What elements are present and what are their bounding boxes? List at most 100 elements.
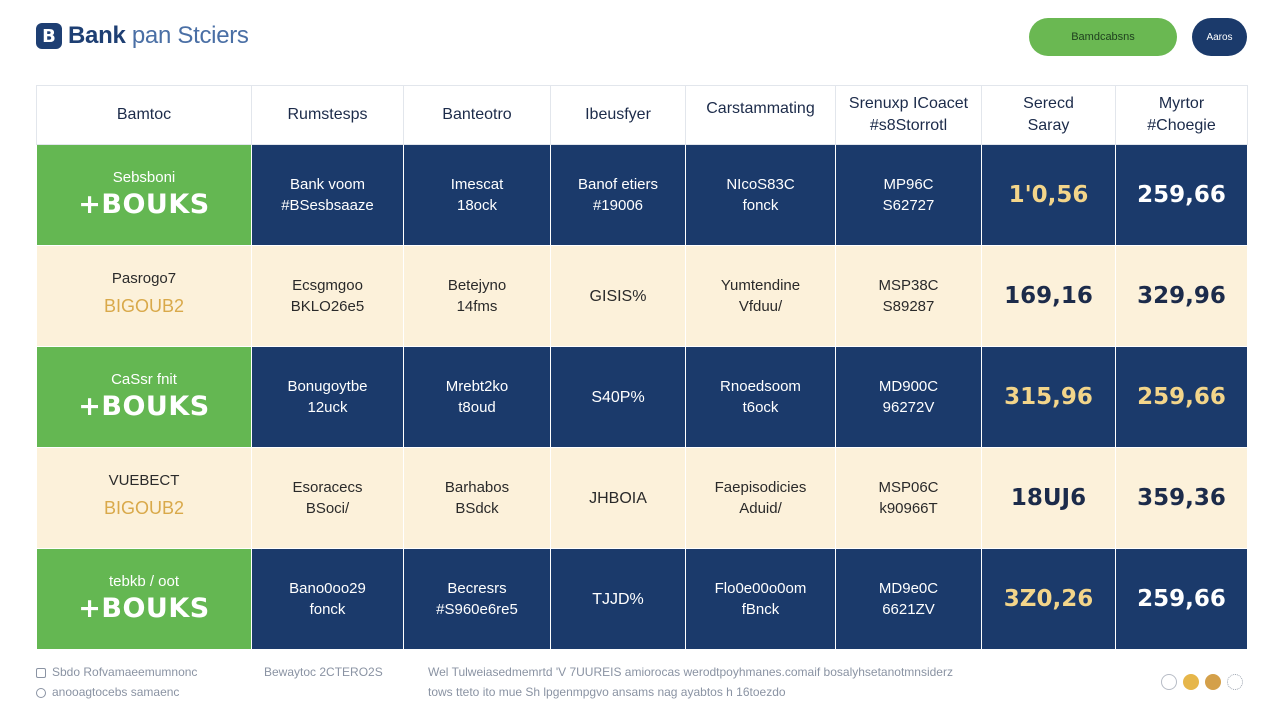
value-primary: 315,96	[1004, 384, 1093, 410]
column-header[interactable]: Myrtor #Choegie	[1115, 85, 1248, 145]
table-cell: Bano0oo29 fonck	[251, 548, 404, 650]
cell-line: MSP06C	[878, 479, 939, 496]
table-cell: MD9e0C 6621ZV	[835, 548, 982, 650]
column-header[interactable]: Rumstesps	[251, 85, 404, 145]
footer-col-2: Bewaytoc 2CTERO2S	[264, 662, 383, 682]
settings-icon[interactable]	[36, 687, 46, 698]
cell-line: MP96C	[883, 176, 934, 193]
footer-col-1: Sbdo Rofvamaeemumnonc anooagtocebs samae…	[36, 662, 197, 702]
brand-name: Bank pan Stciers	[68, 22, 249, 50]
column-header-line1: Srenuxp ICoacet	[848, 95, 969, 112]
column-header[interactable]: Ibeusfyer	[550, 85, 686, 145]
row-tag-cell: Sebsboni +BOUKS	[36, 144, 252, 246]
row-tag-title: BIGOUB2	[103, 296, 185, 316]
value-cell: 3Z0,26	[981, 548, 1116, 650]
cell-line: Bonugoytbe	[287, 378, 368, 395]
logo-mark-icon: B	[36, 23, 62, 49]
table-row[interactable]: Sebsboni +BOUKS Bank voom #BSesbsaaze Ime…	[36, 144, 1248, 246]
cell-line: Mrebt2ko	[445, 378, 509, 395]
table-row[interactable]: tebkb / oot +BOUKS Bano0oo29 fonck Becres…	[36, 548, 1248, 650]
cell-line: S62727	[882, 197, 935, 214]
table-row[interactable]: VUEBECT BIGOUB2 Esoracecs BSoci/ Barhabos…	[36, 447, 1248, 549]
cell-line: Becresrs	[447, 580, 507, 597]
row-tag-title: +BOUKS	[78, 391, 210, 422]
column-header-line1: Ibeusfyer	[585, 106, 651, 123]
footer-text: Bewaytoc 2CTERO2S	[264, 665, 383, 679]
table-cell: Becresrs #S960e6re5	[403, 548, 551, 650]
cell-line: BKLO26e5	[290, 298, 365, 315]
table-cell: Banof etiers #19006	[550, 144, 686, 246]
cell-line: TJJD%	[592, 590, 644, 608]
column-header[interactable]: Banteotro	[403, 85, 551, 145]
table-cell: Flo0e00o0om fBnck	[685, 548, 836, 650]
cell-line: Bano0oo29	[289, 580, 366, 597]
table-cell: NIcoS83C fonck	[685, 144, 836, 246]
app-header: B Bank pan Stciers Bamdcabsns Aaros	[0, 0, 1280, 76]
cell-line: JHBOIA	[589, 489, 647, 507]
cell-line: Vfduu/	[738, 298, 783, 315]
table-cell: GISIS%	[550, 245, 686, 347]
refresh-icon[interactable]	[1161, 674, 1177, 690]
cell-line: 96272V	[882, 399, 935, 416]
column-header-line1: Myrtor	[1158, 95, 1205, 112]
table-cell: Mrebt2ko t8oud	[403, 346, 551, 448]
column-header-line1: Banteotro	[442, 106, 512, 123]
page-footer: Sbdo Rofvamaeemumnonc anooagtocebs samae…	[36, 662, 1247, 702]
cell-line: fBnck	[741, 601, 780, 618]
table-cell: MP96C S62727	[835, 144, 982, 246]
value-secondary: 259,66	[1137, 586, 1226, 612]
row-tag-title: BIGOUB2	[103, 498, 185, 518]
column-header[interactable]: Serecd Saray	[981, 85, 1116, 145]
cell-line: S40P%	[591, 388, 645, 406]
table-cell: MD900C 96272V	[835, 346, 982, 448]
cell-line: t6ock	[742, 399, 779, 416]
value-primary: 1'0,56	[1008, 182, 1089, 208]
value-secondary: 259,66	[1137, 182, 1226, 208]
column-header-line1: Rumstesps	[287, 106, 368, 123]
table-row[interactable]: Pasrogo7 BIGOUB2 Ecsgmgoo BKLO26e5 Betejy…	[36, 245, 1248, 347]
network-icon[interactable]	[1227, 674, 1243, 690]
minus-circle-icon[interactable]	[1205, 674, 1221, 690]
table-row[interactable]: CaSsr fnit +BOUKS Bonugoytbe 12uck Mrebt2…	[36, 346, 1248, 448]
value-cell: 329,96	[1115, 245, 1248, 347]
row-tag-label: Sebsboni	[112, 169, 176, 186]
row-tag-cell: VUEBECT BIGOUB2	[36, 447, 252, 549]
cell-line: t8oud	[458, 399, 496, 416]
table-header-row: Bamtoc Rumstesps Banteotro Ibeusfyer Car…	[36, 85, 1248, 145]
brand-logo[interactable]: B Bank pan Stciers	[36, 22, 249, 50]
cell-line: Barhabos	[444, 479, 510, 496]
value-secondary: 359,36	[1137, 485, 1226, 511]
value-secondary: 329,96	[1137, 283, 1226, 309]
table-cell: Betejyno 14fms	[403, 245, 551, 347]
coin-icon[interactable]	[1183, 674, 1199, 690]
cell-line: Ecsgmgoo	[292, 277, 363, 294]
value-secondary: 259,66	[1137, 384, 1226, 410]
row-tag-title: +BOUKS	[78, 593, 210, 624]
table-cell: MSP38C S89287	[835, 245, 982, 347]
table-cell: S40P%	[550, 346, 686, 448]
cell-line: fonck	[742, 197, 779, 214]
row-tag-label: tebkb / oot	[108, 573, 180, 590]
table-cell: Faepisodicies Aduid/	[685, 447, 836, 549]
column-header[interactable]: Srenuxp ICoacet #s8Storrotl	[835, 85, 982, 145]
cell-line: Flo0e00o0om	[714, 580, 807, 597]
cell-line: Yumtendine	[720, 277, 801, 294]
column-header-line1: Bamtoc	[116, 106, 172, 123]
cell-line: 14fms	[456, 298, 498, 315]
table-cell: Rnoedsoom t6ock	[685, 346, 836, 448]
table-cell: Bank voom #BSesbsaaze	[251, 144, 404, 246]
checkbox-icon[interactable]	[36, 667, 46, 678]
value-cell: 259,66	[1115, 346, 1248, 448]
row-tag-cell: Pasrogo7 BIGOUB2	[36, 245, 252, 347]
secondary-action-button[interactable]: Aaros	[1192, 18, 1247, 56]
table-cell: Bonugoytbe 12uck	[251, 346, 404, 448]
row-tag-label: Pasrogo7	[111, 270, 177, 287]
column-header[interactable]: Carstammating	[685, 85, 836, 145]
table-cell: TJJD%	[550, 548, 686, 650]
brand-name-bold: Bank	[68, 22, 126, 49]
cell-line: Banof etiers	[577, 176, 659, 193]
table-cell: Esoracecs BSoci/	[251, 447, 404, 549]
column-header[interactable]: Bamtoc	[36, 85, 252, 145]
cell-line: MSP38C	[878, 277, 939, 294]
primary-action-button[interactable]: Bamdcabsns	[1029, 18, 1177, 56]
